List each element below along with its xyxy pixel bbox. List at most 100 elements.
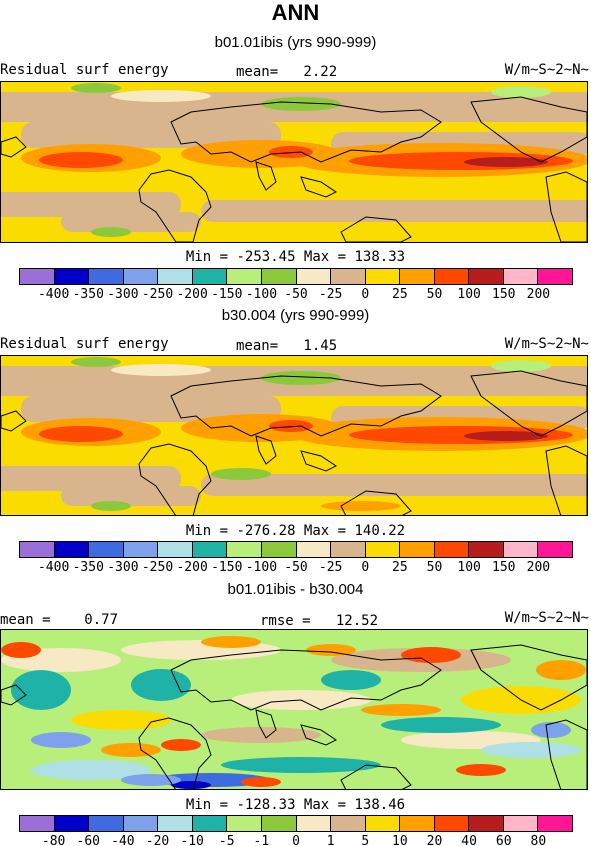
colorbar-tick-label: 1 <box>326 834 335 846</box>
colorbar-tick-label: 50 <box>426 560 443 575</box>
colorbar-swatch <box>20 542 55 557</box>
colorbar-tick-label: 200 <box>526 287 551 302</box>
panel-3-map <box>0 629 588 790</box>
panel-1-colorbar <box>19 268 573 285</box>
colorbar-swatch <box>400 542 435 557</box>
colorbar-tick-label: 100 <box>457 560 481 575</box>
colorbar-swatch <box>261 542 297 557</box>
panel-1-units-label: W/m~S~2~N~ <box>504 62 589 78</box>
colorbar-tick-label: 50 <box>426 287 443 302</box>
colorbar-swatch <box>158 542 193 557</box>
panel-2-colorbar <box>19 541 573 558</box>
colorbar-swatch <box>227 542 262 557</box>
panel-2-map <box>0 355 588 516</box>
panel-2-units-label: W/m~S~2~N~ <box>504 336 589 352</box>
colorbar-tick-label: -25 <box>318 560 343 575</box>
colorbar-tick-label: 40 <box>461 834 477 846</box>
colorbar-swatch <box>54 816 90 831</box>
colorbar-swatch <box>123 269 159 284</box>
panel-1-min-max: Min = -253.45 Max = 138.33 <box>185 249 406 265</box>
colorbar-tick-label: 0 <box>361 287 370 302</box>
colorbar-tick-label: -50 <box>284 560 308 575</box>
colorbar-swatch <box>400 269 435 284</box>
figure-title: ANN <box>271 0 320 25</box>
panel-1-map <box>0 81 588 243</box>
colorbar-tick-label: -150 <box>211 287 243 302</box>
panel-3-units-label: W/m~S~2~N~ <box>504 610 589 626</box>
colorbar-tick-label: 80 <box>530 834 547 846</box>
colorbar-swatch <box>469 269 504 284</box>
panel-3-colorbar <box>19 815 573 832</box>
colorbar-tick-label: -40 <box>111 834 135 846</box>
colorbar-swatch <box>296 816 332 831</box>
colorbar-swatch <box>434 816 470 831</box>
colorbar-tick-label: 200 <box>526 560 551 575</box>
colorbar-swatch <box>503 269 539 284</box>
colorbar-tick-label: -250 <box>141 287 174 302</box>
colorbar-tick-label: 100 <box>457 287 481 302</box>
colorbar-swatch <box>227 816 262 831</box>
colorbar-swatch <box>331 816 366 831</box>
colorbar-tick-label: -300 <box>107 560 139 575</box>
colorbar-tick-label: 150 <box>492 560 516 575</box>
colorbar-tick-label: -50 <box>284 287 308 302</box>
colorbar-swatch <box>503 542 539 557</box>
colorbar-tick-label: 25 <box>392 560 408 575</box>
colorbar-tick-label: -5 <box>218 834 235 846</box>
panel-3-mean-label: mean = 0.77 <box>0 612 119 628</box>
colorbar-swatch <box>261 816 297 831</box>
colorbar-swatch <box>192 269 228 284</box>
colorbar-swatch <box>261 269 297 284</box>
colorbar-tick-label: 25 <box>392 287 408 302</box>
colorbar-swatch <box>158 816 193 831</box>
panel-1-subtitle: b01.01ibis (yrs 990-999) <box>214 34 377 51</box>
colorbar-tick-label: -25 <box>318 287 343 302</box>
colorbar-swatch <box>20 816 55 831</box>
colorbar-tick-label: -300 <box>107 287 139 302</box>
colorbar-tick-label: -150 <box>211 560 243 575</box>
colorbar-swatch <box>538 269 572 284</box>
colorbar-tick-label: 60 <box>495 834 512 846</box>
panel-1-variable-label: Residual surf energy <box>0 62 169 78</box>
colorbar-tick-label: -100 <box>245 560 278 575</box>
colorbar-tick-label: -400 <box>37 287 70 302</box>
colorbar-swatch <box>331 269 366 284</box>
colorbar-tick-label: 0 <box>361 560 370 575</box>
colorbar-swatch <box>365 816 401 831</box>
colorbar-swatch <box>365 269 401 284</box>
panel-3-min-max: Min = -128.33 Max = 138.46 <box>185 797 406 813</box>
colorbar-swatch <box>365 542 401 557</box>
colorbar-tick-label: -350 <box>72 287 104 302</box>
colorbar-swatch <box>123 816 159 831</box>
colorbar-tick-label: -10 <box>180 834 204 846</box>
colorbar-tick-label: -200 <box>176 287 208 302</box>
colorbar-swatch <box>123 542 159 557</box>
colorbar-tick-label: -60 <box>76 834 100 846</box>
panel-3-rmse-label: rmse = 12.52 <box>260 613 379 629</box>
panel-3-colorbar-ticks: -80 -60 -40 -20 -10 -5 -1 0 1 5 10 20 40 60 80 <box>19 834 573 846</box>
colorbar-swatch <box>296 269 332 284</box>
panel-1-mean-label: mean= 2.22 <box>236 64 338 80</box>
panel-1-colorbar-ticks: -400 -350 -300 -250 -200 -150 -100 -50 -25 0 25 50 1… <box>19 287 573 305</box>
panel-2-min-max: Min = -276.28 Max = 140.22 <box>185 523 406 539</box>
colorbar-swatch <box>538 542 572 557</box>
colorbar-swatch <box>469 816 504 831</box>
colorbar-swatch <box>538 816 572 831</box>
colorbar-tick-label: -1 <box>253 834 270 846</box>
colorbar-swatch <box>89 816 124 831</box>
colorbar-swatch <box>296 542 332 557</box>
colorbar-swatch <box>434 269 470 284</box>
colorbar-swatch <box>158 269 193 284</box>
colorbar-swatch <box>20 269 55 284</box>
panel-2-mean-label: mean= 1.45 <box>236 338 338 354</box>
colorbar-swatch <box>227 269 262 284</box>
colorbar-swatch <box>434 542 470 557</box>
colorbar-swatch <box>331 542 366 557</box>
panel-3-subtitle: b01.01ibis - b30.004 <box>227 581 364 598</box>
colorbar-swatch <box>192 816 228 831</box>
colorbar-swatch <box>503 816 539 831</box>
panel-2-subtitle: b30.004 (yrs 990-999) <box>221 307 370 324</box>
colorbar-tick-label: 150 <box>492 287 516 302</box>
colorbar-tick-label: -80 <box>41 834 66 846</box>
